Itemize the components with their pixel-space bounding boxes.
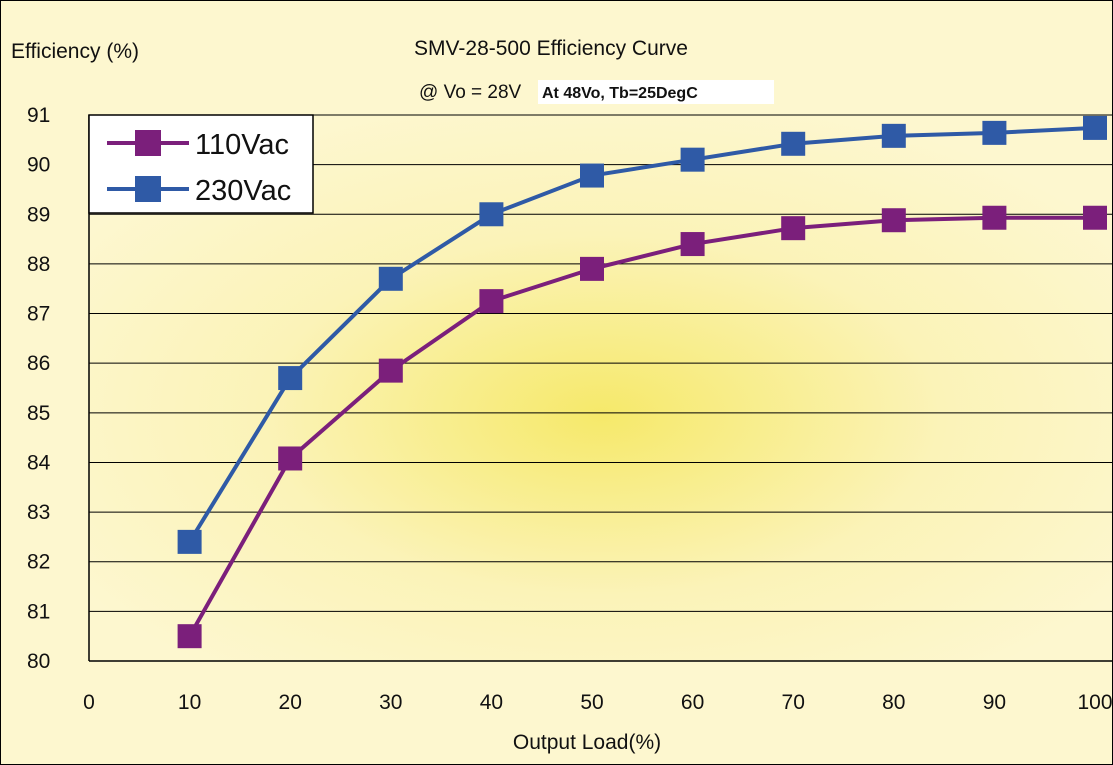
x-tick-label: 30	[379, 691, 402, 714]
data-point-110Vac	[680, 232, 705, 257]
series-line-230Vac	[187, 125, 1096, 543]
y-tick-label: 88	[27, 253, 50, 276]
x-tick-label: 50	[580, 691, 603, 714]
data-point-110Vac	[1083, 205, 1107, 230]
x-axis-label: Output Load(%)	[513, 731, 661, 754]
data-point-110Vac	[479, 289, 504, 314]
data-point-230Vac	[177, 529, 202, 554]
y-tick-label: 91	[27, 104, 50, 127]
legend-marker	[135, 176, 161, 202]
y-tick-label: 82	[27, 551, 50, 574]
data-point-110Vac	[278, 446, 303, 471]
data-point-110Vac	[378, 358, 403, 383]
data-point-230Vac	[781, 131, 806, 156]
y-tick-label: 89	[27, 203, 50, 226]
data-point-230Vac	[580, 163, 604, 188]
legend: 110Vac 230Vac	[88, 114, 314, 214]
chart-annotation: At 48Vo, Tb=25DegC	[542, 85, 698, 102]
x-tick-label: 70	[782, 691, 805, 714]
x-tick-label: 90	[983, 691, 1006, 714]
data-point-110Vac	[881, 208, 906, 233]
x-tick-label: 20	[279, 691, 302, 714]
chart-title: SMV-28-500 Efficiency Curve	[414, 37, 688, 60]
legend-box	[88, 114, 314, 214]
y-tick-label: 84	[27, 451, 51, 474]
annotation-box	[538, 80, 774, 104]
data-point-230Vac	[278, 366, 303, 391]
y-axis-label: Efficiency (%)	[11, 40, 139, 63]
y-tick-label: 86	[27, 352, 50, 375]
x-tick-label: 40	[480, 691, 503, 714]
legend-label: 230Vac	[195, 175, 291, 207]
x-tick-label: 0	[83, 691, 95, 714]
x-tick-label: 60	[681, 691, 704, 714]
data-point-110Vac	[781, 216, 806, 241]
data-point-230Vac	[881, 123, 906, 148]
data-point-110Vac	[177, 624, 202, 649]
series-layer	[177, 115, 1107, 649]
data-point-230Vac	[982, 120, 1007, 145]
y-tick-label: 85	[27, 402, 50, 425]
y-tick-label: 83	[27, 501, 50, 524]
x-tick-label: 10	[178, 691, 201, 714]
y-tick-label: 90	[27, 154, 50, 177]
x-tick-label: 100	[1077, 691, 1112, 714]
data-point-230Vac	[479, 202, 504, 227]
data-point-230Vac	[378, 266, 403, 291]
data-point-230Vac	[680, 147, 705, 172]
y-tick-label: 80	[27, 650, 50, 673]
data-point-110Vac	[580, 256, 604, 281]
chart-subtitle: @ Vo = 28V	[419, 82, 522, 103]
y-tick-label: 81	[27, 600, 50, 623]
series-line-110Vac	[187, 215, 1095, 638]
tick-labels: 80 81 82 83 84 85 86 87 88 89 90 91 0 10 20 30 40 50 60 70 8…	[27, 104, 1112, 714]
legend-marker	[135, 130, 161, 156]
y-tick-label: 87	[27, 303, 50, 326]
data-point-230Vac	[1083, 115, 1107, 140]
legend-label: 110Vac	[195, 129, 289, 161]
data-point-110Vac	[982, 205, 1007, 230]
x-tick-label: 80	[882, 691, 905, 714]
